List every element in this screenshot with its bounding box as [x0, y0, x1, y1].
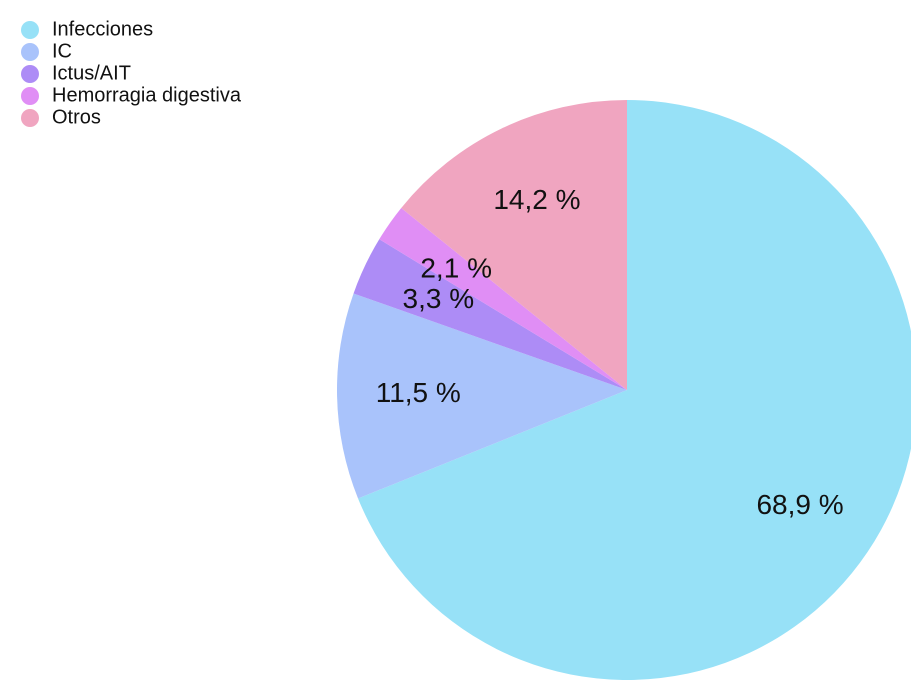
legend-label: Otros	[52, 106, 101, 128]
legend-swatch	[21, 43, 39, 61]
legend-swatch	[21, 21, 39, 39]
pie-slice	[353, 239, 627, 390]
pie-slice	[336, 293, 627, 499]
pie-slice	[379, 207, 627, 390]
legend-label: Ictus/AIT	[52, 62, 131, 84]
data-label: 14,2 %	[493, 184, 580, 215]
legend-label: Infecciones	[52, 18, 153, 40]
legend-label: Hemorragia digestiva	[52, 84, 242, 106]
legend-swatch	[21, 87, 39, 105]
data-label: 3,3 %	[403, 283, 475, 314]
data-label: 2,1 %	[420, 252, 492, 283]
data-label: 11,5 %	[376, 377, 461, 408]
legend-label: IC	[52, 40, 72, 62]
legend-swatch	[21, 65, 39, 83]
data-label: 68,9 %	[756, 489, 843, 520]
pie-slice	[358, 100, 911, 680]
pie-slice	[401, 100, 627, 390]
legend-swatch	[21, 109, 39, 127]
